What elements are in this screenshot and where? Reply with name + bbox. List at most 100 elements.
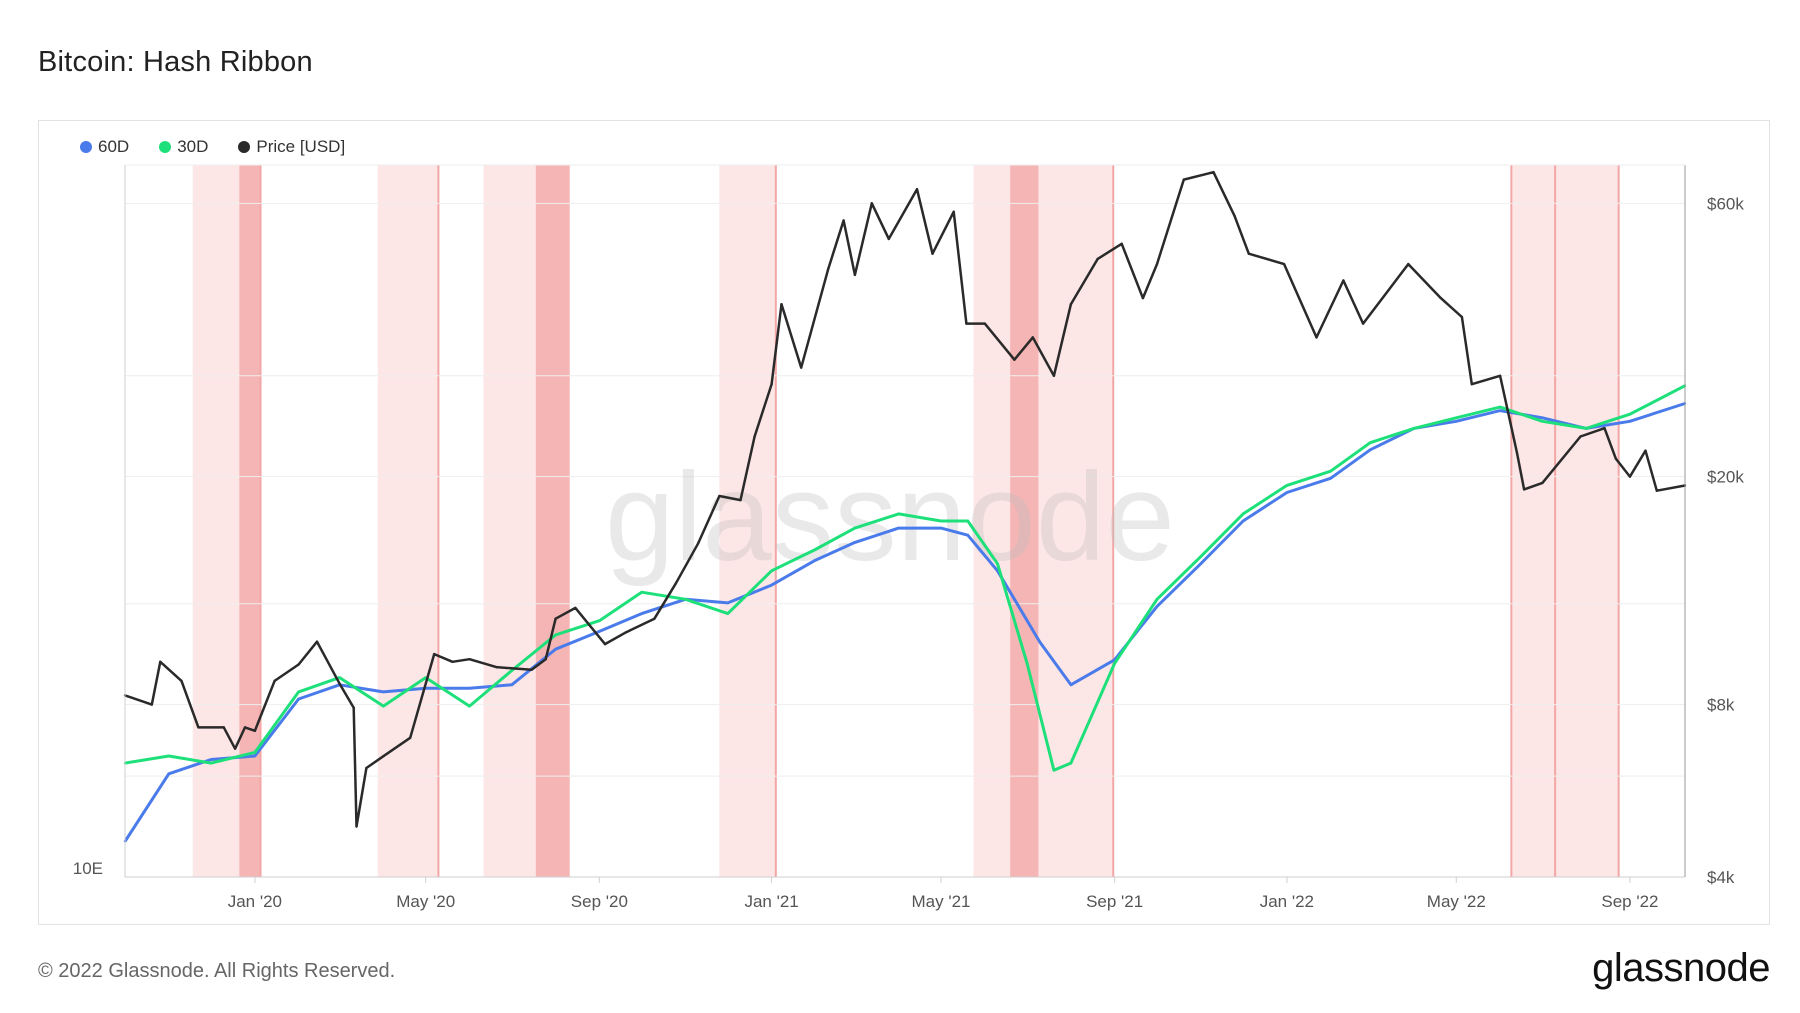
data-point: [939, 526, 943, 530]
data-point: [1182, 178, 1186, 181]
data-point: [1096, 257, 1099, 261]
x-tick-label: Jan '21: [744, 892, 798, 911]
data-point: [1233, 214, 1236, 218]
data-point: [1407, 262, 1410, 266]
data-point: [726, 612, 730, 615]
x-tick-label: May '21: [912, 892, 971, 911]
data-point: [1013, 358, 1016, 361]
data-point: [544, 658, 547, 661]
data-point: [1412, 427, 1416, 430]
legend-dot-price: [238, 141, 251, 153]
x-tick-label: May '20: [396, 892, 455, 911]
data-point: [468, 704, 471, 708]
data-point: [150, 703, 154, 706]
data-point: [1579, 435, 1582, 438]
data-point: [1628, 475, 1632, 478]
capitulation-band: [1511, 165, 1619, 877]
legend-item-60d[interactable]: 60D: [80, 137, 129, 157]
data-point: [197, 726, 200, 729]
data-point: [931, 252, 934, 255]
series-lines: [123, 170, 1687, 843]
data-point: [939, 519, 943, 523]
data-point: [726, 601, 730, 605]
data-point: [432, 652, 436, 656]
x-tick-label: Sep '22: [1601, 892, 1658, 911]
data-point: [853, 273, 857, 277]
data-point: [1315, 336, 1318, 339]
data-point: [842, 219, 845, 222]
data-point: [983, 322, 986, 325]
data-point: [1361, 322, 1365, 325]
left-axis-label: 10E: [73, 859, 103, 878]
data-point: [1603, 426, 1606, 430]
data-point: [966, 519, 970, 523]
legend-label-30d: 30D: [177, 137, 209, 156]
data-point: [653, 617, 656, 620]
data-point: [1212, 171, 1215, 174]
data-point: [1342, 279, 1345, 282]
data-point: [1052, 374, 1056, 377]
data-point: [253, 751, 257, 754]
legend-item-price[interactable]: Price [USD]: [238, 137, 345, 157]
chart-frame: [38, 120, 1770, 925]
x-tick-label: May '22: [1427, 892, 1486, 911]
data-point: [222, 726, 226, 729]
legend-label-60d: 60D: [98, 137, 130, 156]
data-point: [468, 687, 471, 690]
copyright-text: © 2022 Glassnode. All Rights Reserved.: [38, 960, 396, 982]
data-point: [1038, 640, 1042, 644]
data-point: [1455, 416, 1458, 419]
data-point: [233, 747, 237, 750]
data-point: [554, 633, 557, 637]
data-point: [1199, 555, 1202, 558]
data-point: [1155, 605, 1159, 608]
data-point: [770, 583, 773, 587]
capitulation-band: [719, 165, 776, 877]
data-point: [814, 558, 817, 562]
capitulation-band: [483, 165, 545, 877]
data-point: [495, 665, 498, 669]
data-point: [382, 690, 385, 694]
data-point: [770, 383, 773, 386]
data-point: [209, 758, 213, 761]
data-point: [897, 512, 900, 516]
data-point: [315, 640, 319, 643]
data-point: [1655, 489, 1658, 492]
data-point: [887, 237, 890, 241]
data-point: [1155, 262, 1159, 266]
data-point: [1498, 374, 1502, 377]
legend-item-30d[interactable]: 30D: [159, 137, 208, 157]
data-point: [1120, 242, 1123, 245]
data-point: [355, 825, 358, 828]
data-point: [1141, 296, 1145, 300]
data-point: [1155, 598, 1159, 601]
data-point: [1069, 683, 1073, 686]
data-point: [1460, 315, 1464, 319]
data-point: [952, 210, 955, 213]
data-point: [696, 542, 700, 545]
data-point: [1247, 252, 1250, 255]
data-point: [826, 268, 830, 271]
data-point: [684, 598, 687, 601]
data-point: [1069, 303, 1073, 306]
data-point: [966, 534, 970, 537]
x-tick-label: Jan '22: [1260, 892, 1314, 911]
data-point: [1329, 469, 1332, 473]
data-point: [1031, 336, 1034, 339]
glassnode-logo[interactable]: glassnode: [1592, 946, 1770, 990]
data-point: [382, 755, 385, 758]
data-point: [159, 660, 162, 664]
legend-dot-30d: [159, 141, 172, 153]
data-point: [1470, 383, 1474, 386]
data-point: [1628, 420, 1632, 423]
data-point: [770, 569, 773, 573]
data-point: [674, 582, 677, 585]
data-point: [718, 494, 721, 498]
capitulation-band: [535, 165, 570, 877]
capitulation-band: [377, 165, 439, 877]
data-point: [870, 202, 874, 205]
data-point: [780, 303, 783, 306]
y-tick-label: $20k: [1707, 468, 1744, 487]
series-line-price: [124, 170, 1686, 828]
